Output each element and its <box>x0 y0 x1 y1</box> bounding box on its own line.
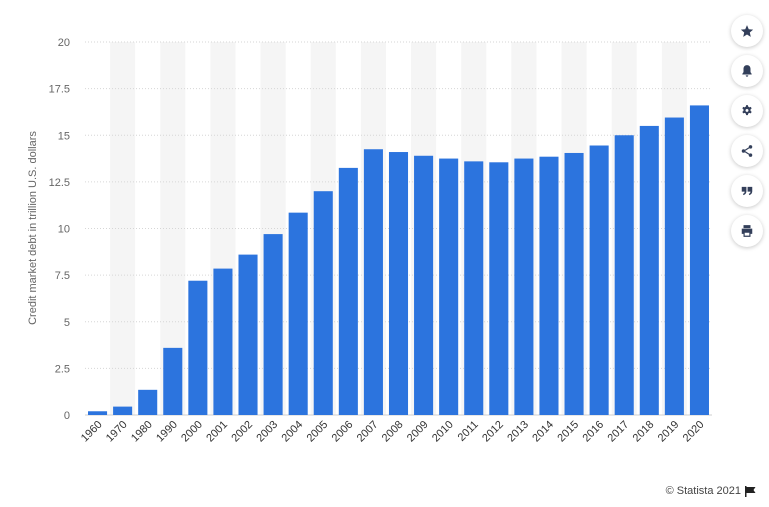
notification-button[interactable] <box>731 55 763 87</box>
y-tick-label: 17.5 <box>49 84 70 96</box>
bar-1990[interactable] <box>163 347 183 415</box>
quote-icon <box>741 186 753 196</box>
y-tick-label: 0 <box>64 410 70 422</box>
bar-2011[interactable] <box>464 161 484 415</box>
statista-credit: © Statista 2021 <box>666 485 757 497</box>
bar-2012[interactable] <box>489 162 509 415</box>
bar-2009[interactable] <box>414 155 434 415</box>
y-tick-label: 10 <box>58 224 70 236</box>
x-tick-label: 1960 <box>79 419 105 445</box>
x-tick-label: 2014 <box>530 419 556 445</box>
share-button[interactable] <box>731 135 763 167</box>
x-tick-label: 2016 <box>580 419 606 445</box>
x-tick-label: 2015 <box>555 419 581 445</box>
print-icon <box>741 225 753 237</box>
bar-2019[interactable] <box>664 117 684 415</box>
cite-button[interactable] <box>731 175 763 207</box>
settings-button[interactable] <box>731 95 763 127</box>
x-tick-label: 1980 <box>129 419 155 445</box>
toolbar <box>731 15 763 247</box>
bar-2013[interactable] <box>514 158 534 415</box>
x-tick-label: 1970 <box>104 419 130 445</box>
bars <box>88 105 709 416</box>
star-icon <box>740 25 754 37</box>
bar-2004[interactable] <box>288 212 308 415</box>
x-tick-label: 2010 <box>430 419 456 445</box>
x-tick-label: 2018 <box>631 419 657 445</box>
y-tick-label: 20 <box>58 37 70 49</box>
y-tick-label: 5 <box>64 317 70 329</box>
x-tick-label: 2019 <box>656 419 682 445</box>
bar-2003[interactable] <box>263 234 283 415</box>
bar-2016[interactable] <box>589 145 609 415</box>
x-tick-label: 2004 <box>280 419 306 445</box>
x-tick-label: 2009 <box>405 419 431 445</box>
bar-2018[interactable] <box>639 125 659 416</box>
bar-2014[interactable] <box>539 156 559 415</box>
bar-2017[interactable] <box>614 135 634 415</box>
y-tick-label: 12.5 <box>49 177 70 189</box>
x-tick-label: 2011 <box>456 419 481 444</box>
column-band <box>110 42 136 415</box>
x-tick-label: 2008 <box>380 419 406 445</box>
x-tick-label: 2007 <box>355 419 381 445</box>
x-axis-ticks: 1960 1970 1980 1990 2000 2001 2002 2003 2004 2005… <box>79 419 707 445</box>
bar-1960[interactable] <box>88 411 108 415</box>
x-tick-label: 2012 <box>480 419 506 445</box>
x-tick-label: 2020 <box>681 419 707 445</box>
y-axis-label: Credit market debt in trillion U.S. doll… <box>27 131 39 325</box>
bar-1980[interactable] <box>138 389 158 415</box>
y-tick-label: 2.5 <box>55 363 70 375</box>
bar-2001[interactable] <box>213 268 233 415</box>
flag-icon <box>745 485 756 497</box>
bar-2015[interactable] <box>564 152 584 415</box>
x-tick-label: 2013 <box>505 419 531 445</box>
x-tick-label: 2006 <box>330 419 356 445</box>
bar-1970[interactable] <box>113 406 133 415</box>
bell-icon <box>742 65 752 77</box>
bar-2008[interactable] <box>388 152 409 415</box>
bar-2010[interactable] <box>439 158 459 415</box>
y-tick-label: 7.5 <box>55 270 70 282</box>
x-tick-label: 2003 <box>254 419 280 445</box>
bar-2005[interactable] <box>313 191 333 415</box>
y-axis-ticks: 0 2.5 5 7.5 10 12.5 15 17.5 20 <box>49 37 70 422</box>
bar-2002[interactable] <box>238 254 258 415</box>
gear-icon <box>742 105 752 116</box>
x-tick-label: 2005 <box>305 419 331 445</box>
print-button[interactable] <box>731 215 763 247</box>
favorite-button[interactable] <box>731 15 763 47</box>
bar-2007[interactable] <box>363 149 383 416</box>
y-tick-label: 15 <box>58 130 70 142</box>
x-tick-label: 2017 <box>606 419 632 445</box>
bar-2000[interactable] <box>188 280 208 415</box>
x-tick-label: 1990 <box>154 419 180 445</box>
x-tick-label: 2002 <box>229 419 255 445</box>
bar-2006[interactable] <box>338 167 358 415</box>
x-tick-label: 2000 <box>179 419 205 445</box>
bar-2020[interactable] <box>689 105 709 415</box>
x-tick-label: 2001 <box>204 419 230 445</box>
credit-text[interactable]: © Statista 2021 <box>665 485 741 497</box>
share-icon <box>741 145 753 157</box>
